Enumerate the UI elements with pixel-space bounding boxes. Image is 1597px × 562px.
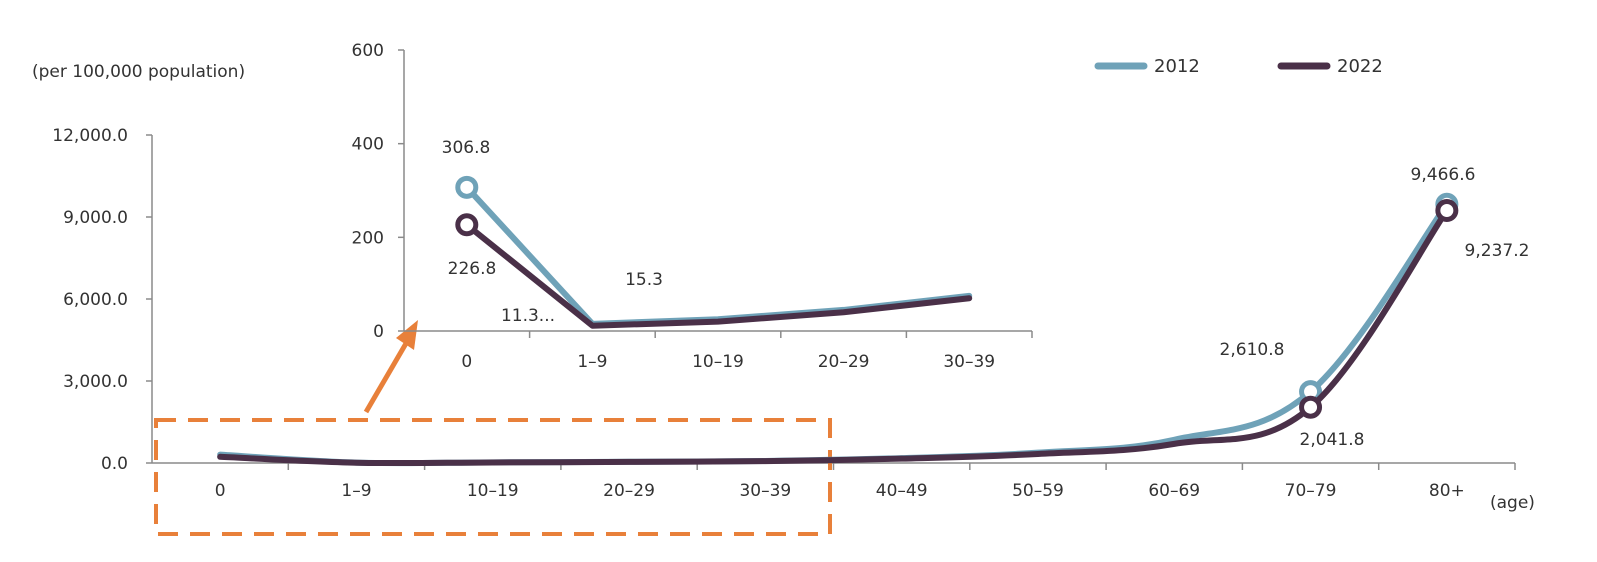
main-x-tick-label: 70–79 [1285,481,1337,501]
zoom-arrow-head [396,320,418,350]
main-x-tick-label: 10–19 [467,481,519,501]
inset-y-tick-label: 400 [352,135,384,155]
main-x-tick-label: 0 [215,481,226,501]
data-label: 11.3... [501,306,555,326]
data-label: 9,237.2 [1465,241,1530,261]
main-y-tick-label: 6,000.0 [63,290,128,310]
main-y-tick-label: 3,000.0 [63,372,128,392]
main-x-tick-label: 50–59 [1012,481,1064,501]
inset-series-line-2012 [463,184,973,327]
main-x-label: (age) [1490,493,1535,513]
inset-y-tick-label: 200 [352,228,384,248]
inset-x-tick-label: 20–29 [818,352,870,372]
main-series-line-2022 [217,207,1450,467]
inset-point-marker-2022 [455,213,479,237]
inset-y-tick-label: 0 [373,322,384,342]
main-y-tick-label: 0.0 [101,454,128,474]
main-point-marker-2022 [1299,395,1323,419]
zoom-highlight-box [154,418,832,536]
legend-label-2022: 2022 [1337,56,1383,77]
data-label: 15.3 [625,270,663,290]
data-label: 9,466.6 [1411,165,1476,185]
main-x-tick-label: 1–9 [341,481,371,501]
main-x-tick-label: 80+ [1429,481,1465,501]
main-x-tick-label: 20–29 [603,481,655,501]
main-x-tick-label: 40–49 [876,481,928,501]
main-y-tick-label: 12,000.0 [52,126,128,146]
inset-series-line-2022 [463,221,973,329]
inset-y-tick-label: 600 [352,41,384,61]
inset-x-tick-label: 1–9 [577,352,607,372]
data-label: 226.8 [448,259,497,279]
data-label: 306.8 [442,138,491,158]
main-y-label: (per 100,000 population) [32,62,245,82]
data-label: 2,041.8 [1300,430,1365,450]
main-point-marker-2022 [1435,199,1459,223]
data-label: 2,610.8 [1220,340,1285,360]
main-x-tick-label: 60–69 [1148,481,1200,501]
inset-point-marker-2012 [455,175,479,199]
main-x-tick-label: 30–39 [739,481,791,501]
zoom-arrow-shaft [363,338,411,414]
inset-x-tick-label: 0 [461,352,472,372]
inset-x-tick-label: 30–39 [943,352,995,372]
main-y-tick-label: 9,000.0 [63,208,128,228]
inset-x-tick-label: 10–19 [692,352,744,372]
legend-label-2012: 2012 [1154,56,1200,77]
